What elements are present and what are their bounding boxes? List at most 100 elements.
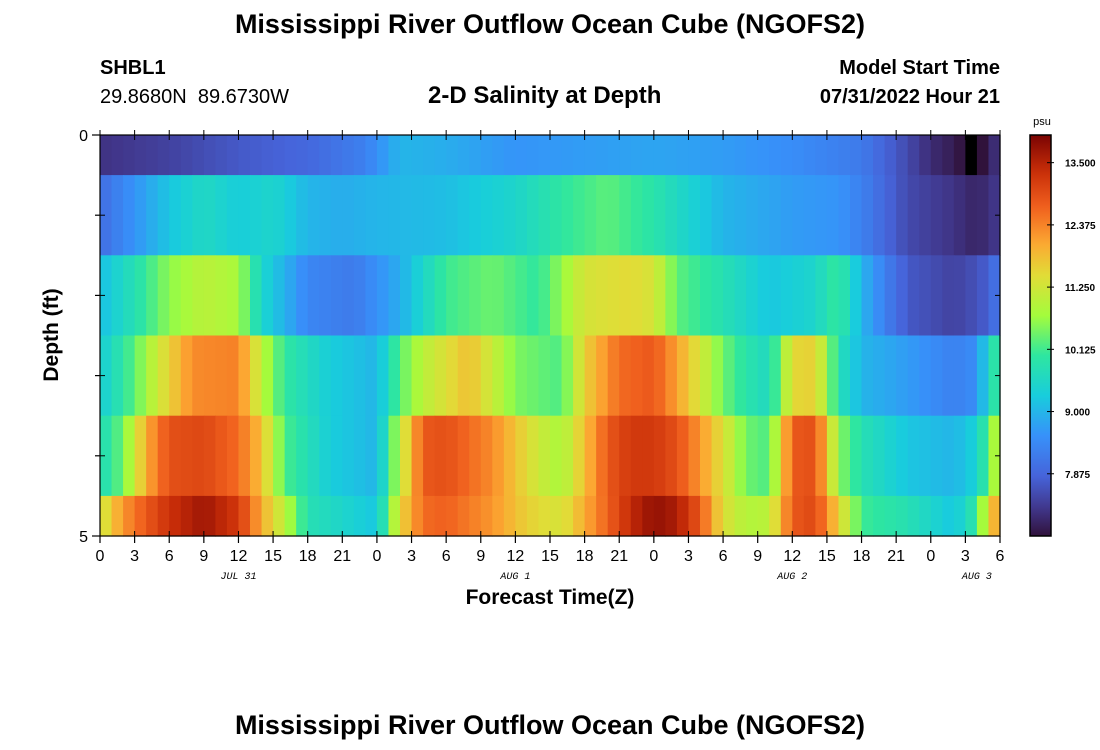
heatmap-cell (319, 255, 332, 337)
heatmap-cell (676, 175, 690, 256)
heatmap-cell (803, 415, 816, 497)
heatmap-cell (584, 135, 597, 176)
heatmap-cell (596, 255, 609, 337)
heatmap-cell (815, 135, 828, 176)
heatmap-cell (850, 175, 863, 256)
heatmap-cell (226, 495, 240, 537)
heatmap-cell (238, 415, 251, 497)
heatmap-cell (919, 175, 932, 256)
heatmap-cell (757, 175, 770, 256)
station-id: SHBL1 (100, 57, 166, 79)
station-coordinates: 29.8680N 89.6730W (100, 86, 290, 108)
heatmap-cell (815, 255, 828, 337)
heatmap-cell (180, 255, 193, 337)
colorbar-tick-label: 11.250 (1065, 283, 1095, 294)
heatmap-cell (988, 135, 1001, 176)
heatmap-cell (480, 255, 493, 337)
y-axis-label: Depth (ft) (40, 288, 63, 381)
heatmap-cell (942, 415, 955, 497)
heatmap-cell (861, 255, 874, 337)
heatmap-cell (976, 255, 990, 337)
x-tick-label: 21 (333, 548, 351, 565)
heatmap-cell (353, 255, 366, 337)
heatmap-cell (538, 335, 551, 417)
heatmap-cell (976, 415, 990, 497)
heatmap-cell (123, 415, 136, 497)
heatmap-cell (457, 335, 470, 417)
heatmap-cell (446, 255, 459, 337)
heatmap-cell (976, 495, 990, 537)
heatmap-cell (503, 495, 516, 537)
heatmap-cell (711, 415, 724, 497)
heatmap-cell (965, 335, 978, 417)
heatmap-cell (526, 415, 540, 497)
heatmap-cell (884, 175, 897, 256)
heatmap-cell (803, 175, 816, 256)
heatmap-cell (226, 175, 240, 256)
heatmap-cell (203, 135, 216, 176)
heatmap-cell (596, 415, 609, 497)
heatmap-cell (561, 495, 574, 537)
x-tick-label: 15 (818, 548, 836, 565)
x-tick-label: 21 (887, 548, 905, 565)
heatmap-cell (353, 495, 366, 537)
heatmap-cell (446, 175, 459, 256)
heatmap-cell (215, 175, 228, 256)
heatmap-cell (388, 135, 401, 176)
heatmap-cell (792, 135, 805, 176)
heatmap-cell (180, 495, 193, 537)
heatmap-cell (515, 335, 528, 417)
heatmap-cell (411, 175, 424, 256)
heatmap-cell (711, 495, 724, 537)
heatmap-cell (607, 135, 620, 176)
heatmap-cell (850, 255, 863, 337)
heatmap-cell (642, 175, 655, 256)
heatmap-cell (815, 415, 828, 497)
heatmap-cell (619, 255, 632, 337)
heatmap-cell (226, 335, 240, 417)
heatmap-cell (319, 335, 332, 417)
heatmap-cell (953, 495, 966, 537)
x-tick-label: 15 (541, 548, 559, 565)
heatmap-cell (642, 495, 655, 537)
x-tick-label: 9 (199, 548, 208, 565)
heatmap-cell (642, 135, 655, 176)
colorbar (1029, 134, 1052, 537)
heatmap-cell (815, 175, 828, 256)
heatmap-cell (180, 175, 193, 256)
colorbar-unit: psu (1033, 116, 1051, 128)
heatmap-cell (619, 175, 632, 256)
x-tick-label: 6 (442, 548, 451, 565)
heatmap-cell (353, 135, 366, 176)
heatmap-cell (930, 335, 943, 417)
heatmap-cell (250, 415, 263, 497)
heatmap-cell (307, 175, 320, 256)
heatmap-cell (757, 135, 770, 176)
heatmap-cell (653, 335, 666, 417)
heatmap-cell (146, 415, 159, 497)
heatmap-cell (584, 415, 597, 497)
x-tick-label: 3 (130, 548, 139, 565)
heatmap-cell (780, 415, 793, 497)
heatmap-cell (688, 175, 701, 256)
heatmap-cell (238, 175, 251, 256)
y-axis-ticks (92, 134, 1000, 537)
chart-subtitle: 2-D Salinity at Depth (428, 82, 662, 109)
heatmap-cell (123, 495, 136, 537)
heatmap-cell (503, 175, 516, 256)
date-labels: JUL 31 AUG 1 AUG 2 AUG 3 (220, 572, 991, 583)
heatmap-cell (607, 335, 620, 417)
heatmap-cell (296, 255, 309, 337)
heatmap-cell (919, 135, 932, 176)
heatmap-cell (930, 255, 943, 337)
x-tick-label: 18 (853, 548, 871, 565)
x-tick-label: 0 (372, 548, 381, 565)
heatmap-cell (723, 415, 736, 497)
colorbar-ticks: 7.875 9.000 10.125 11.250 12.375 13.500 (1047, 159, 1096, 481)
heatmap-cell (446, 495, 459, 537)
heatmap-cell (700, 175, 713, 256)
heatmap-cell (676, 135, 690, 176)
heatmap-cell (423, 255, 436, 337)
heatmap-cell (273, 175, 286, 256)
heatmap-cell (688, 335, 701, 417)
